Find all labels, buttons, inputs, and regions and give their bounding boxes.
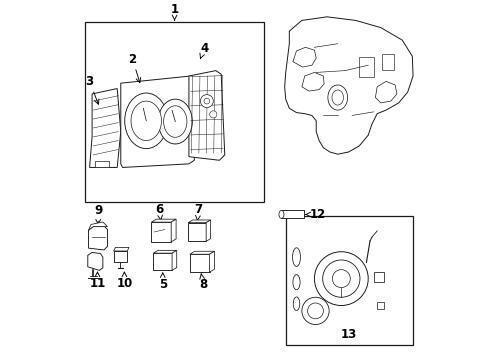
Polygon shape xyxy=(292,47,316,67)
Bar xyxy=(376,302,384,309)
Ellipse shape xyxy=(124,93,167,149)
Ellipse shape xyxy=(278,211,284,219)
Bar xyxy=(113,251,127,262)
Text: 10: 10 xyxy=(116,272,132,291)
Text: 2: 2 xyxy=(128,53,141,83)
Polygon shape xyxy=(113,247,129,251)
Bar xyxy=(153,253,172,270)
Text: 4: 4 xyxy=(200,41,208,59)
Polygon shape xyxy=(121,76,194,167)
Polygon shape xyxy=(88,252,102,270)
Bar xyxy=(281,211,303,219)
Bar xyxy=(85,22,264,202)
Circle shape xyxy=(301,297,328,324)
Polygon shape xyxy=(284,17,412,154)
Ellipse shape xyxy=(158,99,192,144)
Text: 9: 9 xyxy=(94,204,102,224)
Polygon shape xyxy=(189,251,214,254)
Circle shape xyxy=(322,260,359,297)
Text: 1: 1 xyxy=(170,3,178,21)
Ellipse shape xyxy=(327,85,347,110)
Polygon shape xyxy=(88,222,107,230)
Ellipse shape xyxy=(163,106,186,137)
Text: 13: 13 xyxy=(340,328,356,341)
Polygon shape xyxy=(375,81,396,103)
Polygon shape xyxy=(89,89,121,167)
Circle shape xyxy=(203,98,209,104)
Text: 3: 3 xyxy=(85,75,99,104)
Circle shape xyxy=(332,270,349,288)
Bar xyxy=(285,216,412,345)
Ellipse shape xyxy=(331,90,343,105)
Bar xyxy=(189,254,209,272)
Polygon shape xyxy=(172,250,176,270)
Text: 6: 6 xyxy=(155,203,163,220)
Text: 8: 8 xyxy=(199,274,207,291)
Polygon shape xyxy=(206,220,210,241)
Ellipse shape xyxy=(292,248,300,266)
Circle shape xyxy=(314,252,367,306)
Bar xyxy=(373,272,384,282)
Circle shape xyxy=(209,111,217,118)
Bar xyxy=(381,54,393,70)
Ellipse shape xyxy=(293,297,299,311)
Polygon shape xyxy=(188,220,210,223)
Text: 7: 7 xyxy=(194,203,202,221)
Polygon shape xyxy=(151,219,176,222)
Polygon shape xyxy=(188,71,224,160)
Bar xyxy=(359,57,373,77)
Polygon shape xyxy=(153,250,176,253)
Circle shape xyxy=(307,303,323,319)
Text: 5: 5 xyxy=(158,273,166,291)
Polygon shape xyxy=(301,72,324,91)
Polygon shape xyxy=(209,251,214,272)
Text: 11: 11 xyxy=(89,272,105,291)
Ellipse shape xyxy=(131,101,161,140)
Bar xyxy=(94,161,109,167)
Polygon shape xyxy=(171,219,176,242)
Ellipse shape xyxy=(292,275,300,290)
Bar xyxy=(188,223,206,241)
Bar xyxy=(151,222,171,242)
Polygon shape xyxy=(88,226,107,250)
Text: 12: 12 xyxy=(305,208,325,221)
Circle shape xyxy=(200,95,213,108)
